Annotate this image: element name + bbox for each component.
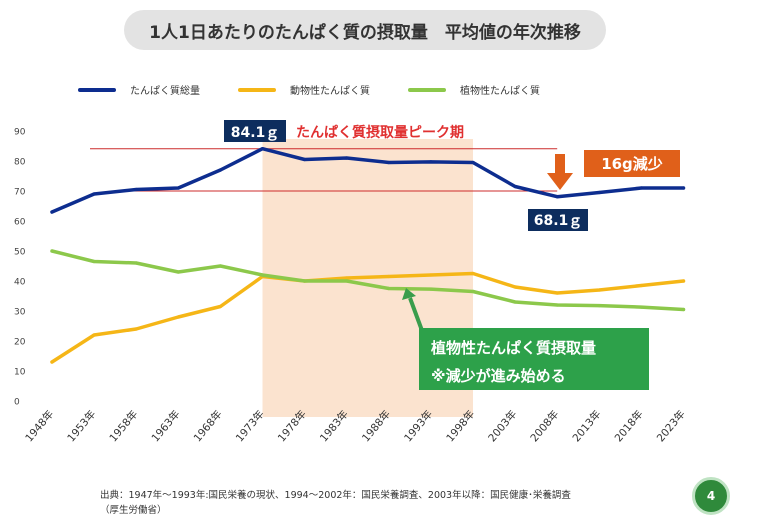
data-point [345,276,349,280]
data-point [639,305,644,309]
data-point [429,160,433,164]
legend-swatch-animal [238,87,276,92]
x-tick-label: 1973年 [233,408,267,445]
data-point [303,279,307,283]
data-point [639,186,644,190]
data-point [134,261,138,265]
data-point [176,315,180,319]
y-tick-label: 80 [14,158,26,168]
plant-note-arrow-head [402,288,416,300]
y-tick-label: 90 [14,128,26,138]
x-tick-label: 1963年 [149,408,183,445]
y-tick-label: 50 [14,248,26,258]
data-point [92,192,96,196]
data-point [597,304,601,308]
data-point [134,187,138,192]
data-point [513,300,517,304]
data-point [92,259,96,264]
data-point [471,289,475,294]
plant-note-line-1: 植物性たんぱく質摂取量 [431,339,596,357]
peak-period-label: たんぱく質摂取量ピーク期 [296,124,464,141]
y-tick-label: 30 [14,308,26,318]
series-line-0 [50,146,686,214]
decrease-arrow-shaft [555,154,565,174]
data-point [50,249,54,253]
data-point [471,160,475,165]
legend-label-plant: 植物性たんぱく質 [460,86,540,97]
y-tick-label: 10 [14,368,26,378]
legend-label-total: たんぱく質総量 [130,86,200,97]
legend-swatch-total [78,87,116,92]
x-tick-label: 2013年 [570,408,604,445]
x-tick-label: 2003年 [486,408,520,445]
low-value-label: 68.1ｇ [534,213,583,230]
page-number-badge: 4 [692,477,730,515]
source-line-1: 出典：1947年～1993年:国民栄養の現状、1994～2002年：国民栄養調査… [100,490,571,501]
series-line-2 [50,249,686,312]
legend-label-animal: 動物性たんぱく質 [290,86,370,97]
chart-legend: たんぱく質総量 動物性たんぱく質 植物性たんぱく質 [78,82,540,97]
source-line-2: （厚生労働省） [100,505,167,516]
x-tick-label: 1968年 [191,408,225,445]
legend-item-total: たんぱく質総量 [78,82,200,97]
data-point [681,307,686,312]
data-point [218,304,222,309]
data-point [176,270,180,274]
data-point [513,285,517,289]
data-point [218,264,222,268]
plant-note-box [419,328,649,390]
x-tick-label: 2018年 [612,408,646,445]
data-point [513,184,517,189]
peak-value-box [224,120,286,142]
data-point [345,156,349,160]
data-point [50,210,54,214]
data-point [681,279,686,283]
data-point [260,147,265,151]
data-point [681,186,686,190]
decrease-arrow-head [547,173,573,190]
data-point [429,287,433,291]
data-point [92,333,96,337]
data-point [555,303,559,307]
y-tick-label: 20 [14,338,26,348]
legend-item-animal: 動物性たんぱく質 [238,82,370,97]
data-point [471,271,475,276]
legend-item-plant: 植物性たんぱく質 [408,82,540,97]
x-tick-label: 1953年 [65,408,99,445]
series-line-1 [50,271,686,364]
data-point [303,157,307,162]
data-point [597,190,601,195]
decrease-label: 16g減少 [601,155,663,173]
data-point [134,327,138,331]
data-point [218,168,222,172]
legend-swatch-plant [408,87,446,92]
data-point [597,288,601,292]
y-tick-label: 60 [14,218,26,228]
x-tick-label: 1948年 [22,408,56,445]
source-note: 出典：1947年～1993年:国民栄養の現状、1994～2002年：国民栄養調査… [100,488,571,518]
data-point [260,273,265,277]
x-tick-label: 2008年 [528,408,562,445]
low-value-box [528,209,588,231]
data-point [387,274,391,279]
data-point [555,291,559,295]
data-point [555,195,559,199]
y-tick-label: 40 [14,278,26,288]
data-point [387,160,391,165]
data-point [429,273,433,277]
data-point [176,186,180,190]
data-point [50,360,54,364]
peak-value-label: 84.1ｇ [231,125,280,142]
y-tick-label: 70 [14,188,26,198]
data-point [345,279,349,283]
data-point [639,283,644,288]
decrease-box [584,150,680,177]
x-tick-label: 1958年 [107,408,141,445]
plant-note-line-2: ※減少が進み始める [431,367,566,385]
y-tick-label: 0 [14,398,20,408]
data-point [387,286,391,291]
page-title: 1人1日あたりのたんぱく質の摂取量 平均値の年次推移 [124,10,606,50]
x-tick-label: 2023年 [654,408,688,445]
